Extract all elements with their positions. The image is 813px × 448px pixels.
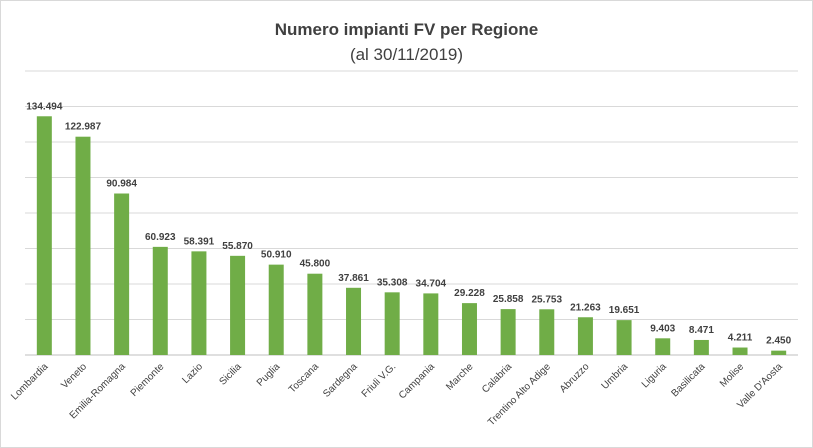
bar (693, 339, 709, 355)
x-tick-label: Toscana (287, 361, 321, 395)
x-tick-label: Abruzzo (558, 361, 592, 395)
bar (191, 251, 207, 355)
bar (230, 255, 246, 355)
x-tick-label: Marche (444, 361, 476, 393)
x-tick-label: Veneto (59, 361, 89, 391)
data-label: 2.450 (766, 336, 791, 347)
data-label: 21.263 (570, 302, 601, 313)
data-label: 34.704 (416, 278, 447, 289)
data-label: 58.391 (184, 236, 215, 247)
bar (423, 293, 439, 355)
x-tick-label: Calabria (480, 361, 514, 395)
bar (268, 264, 284, 355)
x-tick-label: Sicilia (217, 361, 244, 388)
data-label: 45.800 (300, 259, 331, 270)
data-label: 60.923 (145, 232, 176, 243)
bar (539, 309, 555, 355)
data-label: 90.984 (106, 179, 137, 190)
data-label: 50.910 (261, 250, 292, 261)
bar (500, 309, 516, 355)
data-label: 35.308 (377, 277, 408, 288)
data-label: 55.870 (222, 241, 253, 252)
bar (771, 350, 787, 355)
x-tick-label: Piemonte (129, 361, 167, 399)
x-tick-label: Campania (397, 361, 437, 401)
bar (346, 287, 362, 355)
bar (577, 317, 593, 355)
data-label: 8.471 (689, 325, 714, 336)
bar (461, 303, 477, 355)
x-tick-label: Lombardia (9, 361, 50, 402)
bar (384, 292, 400, 355)
x-tick-label: Puglia (255, 361, 283, 389)
data-label: 37.861 (338, 273, 369, 284)
bar (732, 347, 748, 355)
x-tick-label: Umbria (600, 361, 631, 392)
bar (36, 116, 52, 355)
x-tick-label: Liguria (640, 361, 669, 390)
data-label: 29.228 (454, 288, 485, 299)
data-label: 4.211 (728, 333, 753, 344)
data-label: 19.651 (609, 305, 640, 316)
bar (152, 246, 168, 355)
bar (114, 193, 130, 355)
bar (307, 273, 323, 355)
x-tick-label: Lazio (180, 361, 205, 386)
x-tick-label: Basilicata (669, 361, 707, 399)
bar (75, 136, 91, 355)
data-label: 9.403 (650, 323, 675, 334)
data-label: 122.987 (65, 122, 102, 133)
x-tick-label: Sardegna (321, 361, 360, 400)
chart-title: Numero impianti FV per Regione (274, 20, 539, 39)
data-label: 134.494 (26, 101, 63, 112)
x-tick-label: Friuli V.G. (360, 361, 399, 400)
bar (616, 320, 632, 355)
chart-subtitle: (al 30/11/2019) (349, 45, 464, 64)
x-tick-label: Molise (718, 361, 747, 390)
data-label: 25.858 (493, 294, 524, 305)
data-label: 25.753 (531, 294, 562, 305)
bar (655, 338, 671, 355)
